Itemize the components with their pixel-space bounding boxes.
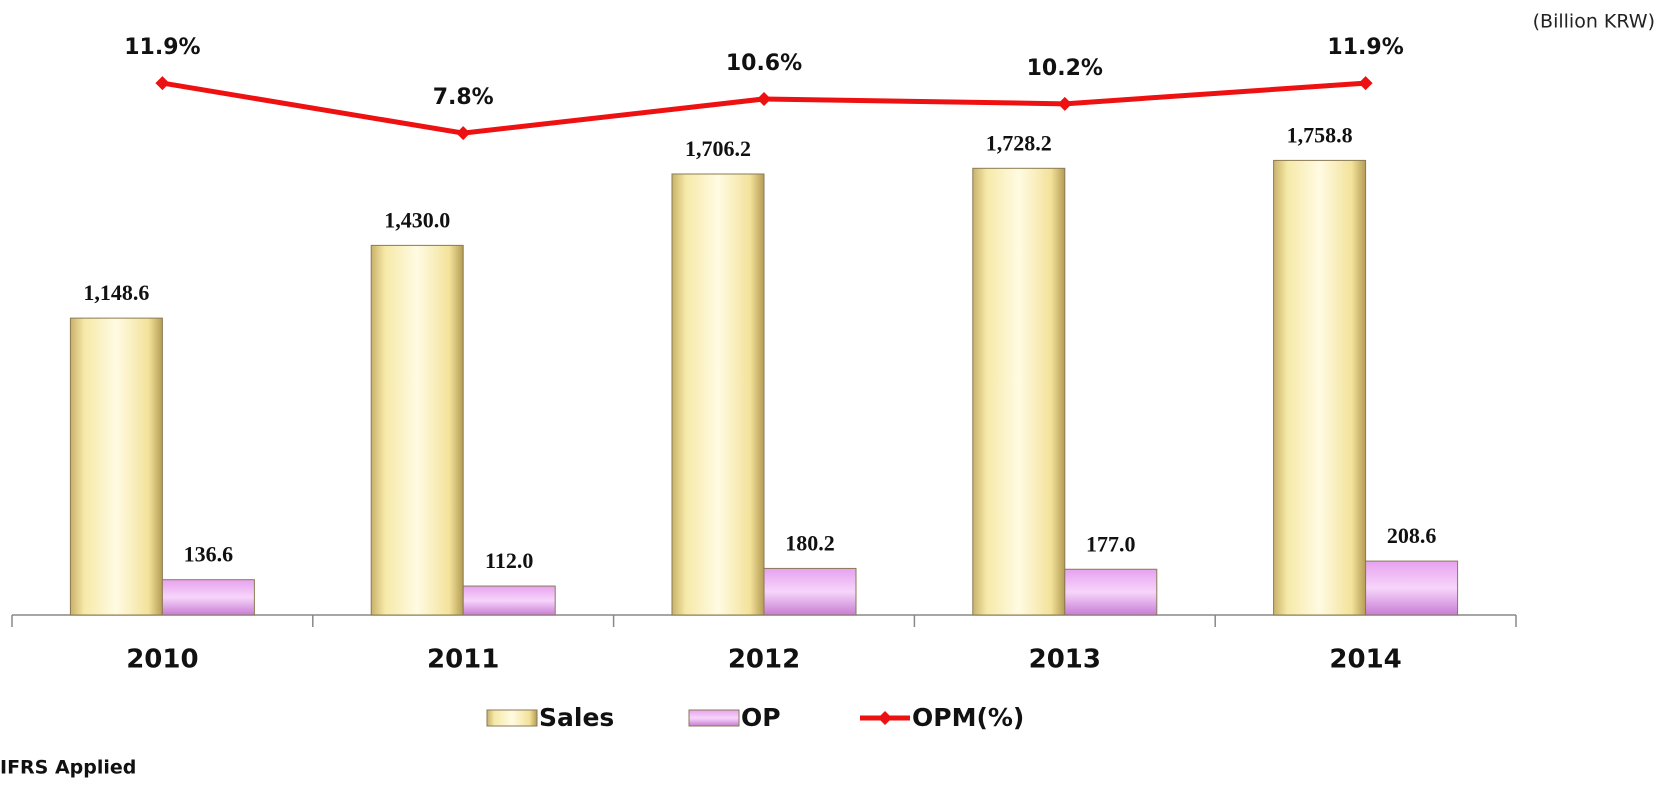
legend-label: OPM(%) <box>912 703 1024 732</box>
marker <box>456 126 471 141</box>
bar <box>972 167 1066 616</box>
legend-swatch <box>486 709 538 727</box>
data-label: 1,728.2 <box>986 130 1052 155</box>
bar <box>370 244 464 616</box>
line <box>161 80 1366 136</box>
legend-label: Sales <box>539 703 614 732</box>
bar <box>161 579 255 616</box>
marker <box>1057 96 1072 111</box>
marker <box>757 91 771 106</box>
bar <box>1273 159 1367 616</box>
bar <box>763 567 857 616</box>
data-label: 112.0 <box>485 548 533 573</box>
legend-swatch <box>688 709 740 727</box>
marker <box>1358 76 1373 91</box>
x-tick-label: 2013 <box>1029 645 1101 675</box>
x-tick-label: 2011 <box>427 645 499 675</box>
x-tick-label: 2012 <box>728 645 800 675</box>
bar <box>671 173 765 616</box>
unit-label: (Billion KRW) <box>1533 11 1655 33</box>
data-label: 177.0 <box>1086 531 1136 556</box>
data-label: 180.2 <box>785 530 835 555</box>
x-tick-label: 2014 <box>1329 645 1401 675</box>
bar <box>462 585 556 616</box>
data-label: 11.9% <box>1327 35 1403 60</box>
data-label: 208.6 <box>1387 523 1437 548</box>
data-label: 1,148.6 <box>83 280 149 305</box>
data-label: 7.8% <box>433 85 494 110</box>
data-label: 136.6 <box>184 542 234 567</box>
data-label: 10.6% <box>726 51 802 76</box>
legend-label: OP <box>741 703 781 732</box>
bar <box>1365 560 1459 616</box>
note: IFRS Applied <box>0 757 136 779</box>
data-label: 1,706.2 <box>685 136 751 161</box>
x-tick-label: 2010 <box>126 645 198 675</box>
data-label: 11.9% <box>124 35 200 60</box>
data-label: 1,758.8 <box>1287 122 1353 147</box>
data-label: 10.2% <box>1027 56 1103 81</box>
bar <box>1064 568 1158 616</box>
marker <box>155 76 170 91</box>
bar <box>69 317 163 616</box>
data-label: 1,430.0 <box>384 207 450 232</box>
legend-marker <box>878 711 892 725</box>
